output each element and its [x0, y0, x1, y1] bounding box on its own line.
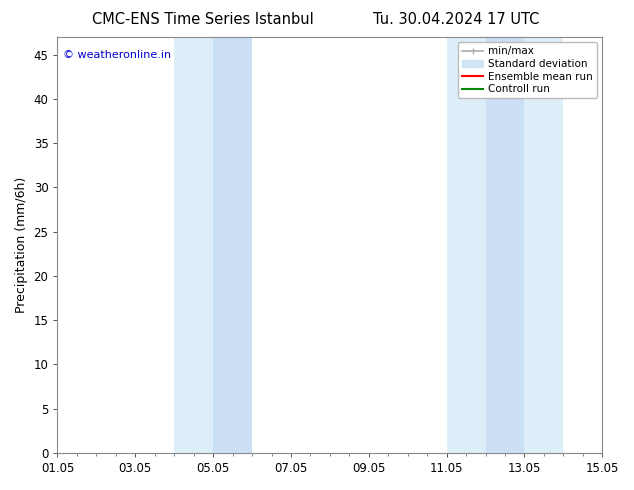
- Bar: [174, 37, 213, 453]
- Legend: min/max, Standard deviation, Ensemble mean run, Controll run: min/max, Standard deviation, Ensemble me…: [458, 42, 597, 98]
- Bar: [213, 37, 252, 453]
- Text: © weatheronline.in: © weatheronline.in: [63, 49, 171, 59]
- Text: Tu. 30.04.2024 17 UTC: Tu. 30.04.2024 17 UTC: [373, 12, 540, 27]
- Bar: [524, 37, 564, 453]
- Bar: [446, 37, 486, 453]
- Text: CMC-ENS Time Series Istanbul: CMC-ENS Time Series Istanbul: [92, 12, 314, 27]
- Y-axis label: Precipitation (mm/6h): Precipitation (mm/6h): [15, 177, 28, 313]
- Bar: [486, 37, 524, 453]
